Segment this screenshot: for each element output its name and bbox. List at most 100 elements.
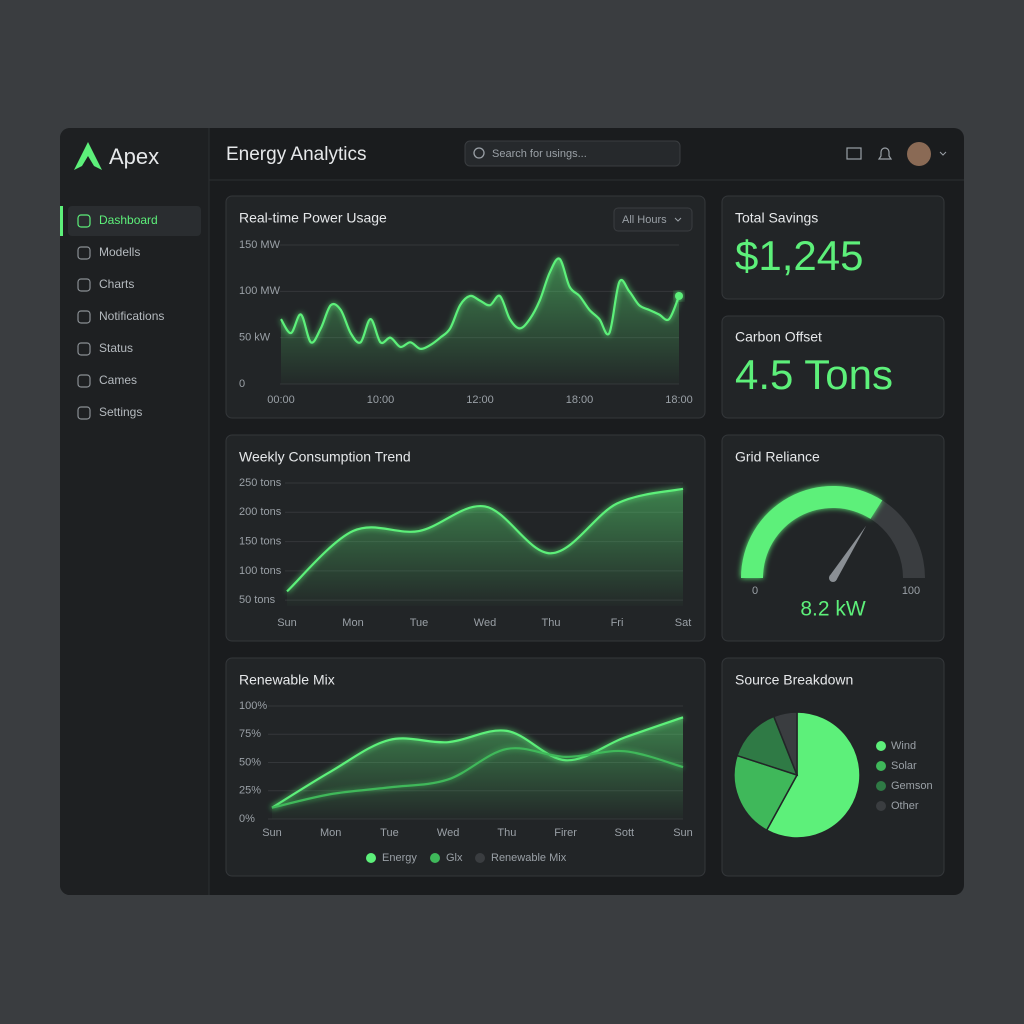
nav-item[interactable]: Settings — [99, 405, 142, 419]
nav-icon — [77, 342, 91, 356]
x-tick-label: Mon — [320, 827, 341, 839]
filter-dropdown[interactable] — [613, 207, 693, 232]
x-tick-label: Wed — [474, 617, 496, 629]
legend-label: Other — [891, 800, 919, 812]
dropdown-chevron — [674, 217, 682, 222]
chart-title: Real-time Power Usage — [239, 210, 387, 226]
pie-slice — [772, 711, 798, 776]
y-tick-label: 100% — [239, 700, 267, 712]
x-tick-label: Tue — [410, 617, 429, 629]
gauge-value — [741, 486, 883, 578]
legend-swatch — [475, 853, 485, 863]
stat-label: Total Savings — [735, 210, 818, 226]
y-tick-label: 250 tons — [239, 477, 282, 489]
line — [286, 487, 684, 593]
mail-icon[interactable] — [846, 147, 862, 160]
nav-item[interactable]: Status — [99, 341, 133, 355]
legend-label: Gemson — [891, 780, 933, 792]
line — [280, 257, 681, 350]
chart-title: Source Breakdown — [735, 672, 853, 688]
nav-icon — [77, 374, 91, 388]
chart-title: Renewable Mix — [239, 672, 335, 688]
nav-icon — [77, 310, 91, 324]
line — [271, 716, 684, 809]
y-tick-label: 150 MW — [239, 239, 281, 251]
x-tick-label: 10:00 — [367, 394, 395, 406]
x-tick-label: Sat — [675, 617, 692, 629]
legend-swatch — [430, 853, 440, 863]
x-tick-label: 18:00 — [665, 394, 693, 406]
x-tick-label: Firer — [554, 827, 577, 839]
y-tick-label: 150 tons — [239, 535, 282, 547]
x-tick-label: Sott — [614, 827, 634, 839]
legend-label: Renewable Mix — [491, 852, 567, 864]
gauge-min: 0 — [752, 585, 758, 597]
avatar[interactable] — [907, 142, 931, 166]
legend-swatch — [876, 741, 886, 751]
y-tick-label: 75% — [239, 728, 261, 740]
legend-swatch — [366, 853, 376, 863]
y-tick-label: 50% — [239, 756, 261, 768]
chart-title: Grid Reliance — [735, 449, 820, 465]
x-tick-label: Sun — [673, 827, 693, 839]
x-tick-label: 18:00 — [566, 394, 594, 406]
pie-slice — [736, 715, 799, 777]
gauge-max: 100 — [902, 585, 920, 597]
legend-label: Energy — [382, 852, 417, 864]
nav-icon — [77, 214, 91, 228]
y-tick-label: 50 kW — [239, 332, 271, 344]
page-title: Energy Analytics — [226, 144, 366, 165]
bell-icon[interactable] — [877, 147, 893, 160]
search-box[interactable] — [464, 140, 681, 167]
nav-active-bg — [68, 206, 201, 236]
area — [287, 488, 683, 606]
y-tick-label: 100 tons — [239, 565, 282, 577]
y-tick-label: 25% — [239, 785, 261, 797]
x-tick-label: Sun — [262, 827, 282, 839]
line — [271, 747, 684, 809]
pie-slice — [733, 754, 799, 832]
legend-label: Solar — [891, 760, 917, 772]
avatar-menu[interactable] — [939, 151, 947, 156]
area — [272, 717, 683, 819]
x-tick-label: Sun — [277, 617, 297, 629]
sidebar — [60, 128, 209, 895]
nav-item[interactable]: Dashboard — [99, 213, 158, 227]
y-tick-label: 0 — [239, 378, 245, 390]
search-placeholder: Search for usings... — [492, 148, 587, 160]
chart-title: Weekly Consumption Trend — [239, 449, 411, 465]
nav-item[interactable]: Charts — [99, 277, 134, 291]
card — [721, 434, 945, 642]
legend-swatch — [876, 761, 886, 771]
stat-label: Carbon Offset — [735, 329, 822, 345]
filter-label: All Hours — [622, 214, 667, 226]
nav-icon — [77, 406, 91, 420]
logo — [74, 142, 102, 170]
app-name: Apex — [109, 144, 159, 169]
x-tick-label: Thu — [542, 617, 561, 629]
stat-value: $1,245 — [735, 232, 863, 279]
search-icon — [473, 147, 485, 159]
nav-icon — [77, 246, 91, 260]
y-tick-label: 100 MW — [239, 285, 281, 297]
x-tick-label: 00:00 — [267, 394, 295, 406]
stat-value: 4.5 Tons — [735, 351, 893, 398]
nav-item[interactable]: Cames — [99, 373, 137, 387]
legend-swatch — [876, 801, 886, 811]
nav-item[interactable]: Modells — [99, 245, 140, 259]
x-tick-label: 12:00 — [466, 394, 494, 406]
pie-slice — [765, 711, 861, 839]
nav-icon — [77, 278, 91, 292]
x-tick-label: Tue — [380, 827, 399, 839]
y-tick-label: 0% — [239, 813, 255, 825]
y-tick-label: 200 tons — [239, 506, 282, 518]
legend-label: Glx — [446, 852, 463, 864]
y-tick-label: 50 tons — [239, 594, 276, 606]
legend-swatch — [876, 781, 886, 791]
gauge-needle — [829, 525, 867, 581]
x-tick-label: Wed — [437, 827, 459, 839]
legend-label: Wind — [891, 740, 916, 752]
nav-item[interactable]: Notifications — [99, 309, 164, 323]
gauge-readout: 8.2 kW — [800, 598, 866, 621]
